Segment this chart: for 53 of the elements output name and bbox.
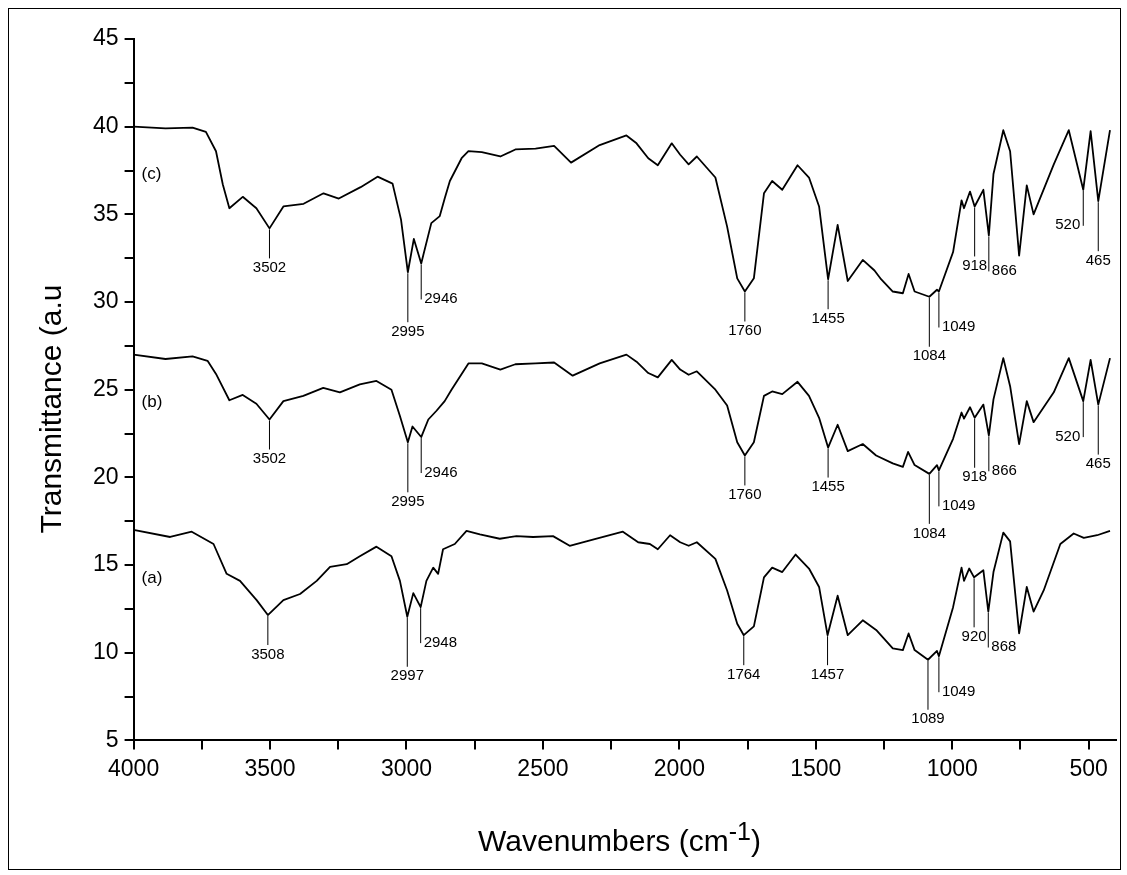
- annotation: 866: [991, 261, 1017, 279]
- y-tick-label: 40: [92, 112, 119, 139]
- x-tick-label: 3000: [380, 754, 433, 781]
- y-tick-label: 10: [92, 638, 119, 665]
- x-tick-label: 1000: [926, 754, 978, 781]
- x-axis-title: Wavenumbers (cm$^{-1}$): [477, 817, 762, 858]
- annotation: 2995: [391, 321, 425, 339]
- y-tick-label: 45: [92, 24, 119, 51]
- x-tick-label: 500: [1069, 754, 1108, 781]
- annotation: 1457: [810, 664, 845, 682]
- annotation: 1049: [941, 681, 976, 699]
- series-label: (a): [141, 567, 163, 587]
- annotation: 3502: [252, 258, 287, 276]
- annotation: 918: [962, 256, 988, 274]
- annotation: 1049: [941, 496, 976, 513]
- annotation: 1049: [941, 317, 976, 335]
- annotation: 520: [1055, 426, 1081, 444]
- annotation: 3508: [251, 644, 285, 662]
- annotation: 2946: [424, 462, 458, 480]
- x-tick-label: 2000: [653, 754, 705, 781]
- annotation: 465: [1085, 454, 1111, 472]
- annotation: 3502: [252, 449, 287, 467]
- y-axis-title: Transmittance (a.u: [34, 284, 68, 534]
- x-tick-label: 2500: [517, 754, 569, 781]
- annotation: 1764: [727, 664, 761, 682]
- y-tick-label: 15: [92, 550, 119, 577]
- annotation: 2948: [423, 632, 458, 650]
- annotation: 920: [961, 626, 987, 644]
- text: (c): [141, 164, 162, 184]
- y-tick-label: 35: [92, 199, 119, 226]
- annotation: 465: [1085, 250, 1111, 268]
- annotation: 2946: [424, 289, 458, 307]
- annotation: 1089: [911, 709, 945, 727]
- annotation: 520: [1055, 215, 1081, 233]
- y-tick-label: 30: [92, 287, 119, 314]
- y-tick-label: 20: [92, 462, 119, 489]
- annotation: 1084: [912, 523, 947, 541]
- annotation: 918: [962, 467, 988, 485]
- x-tick-label: 4000: [108, 754, 160, 781]
- y-tick-label: 25: [92, 375, 119, 402]
- annotation: 1084: [912, 346, 947, 364]
- annotation: 2995: [391, 491, 425, 509]
- annotation: 868: [991, 637, 1017, 655]
- annotation: 1760: [728, 485, 762, 503]
- annotation: 1760: [728, 321, 762, 339]
- annotation: 2997: [390, 666, 424, 684]
- y-tick-label: 5: [105, 725, 119, 752]
- x-tick-label: 3500: [244, 754, 296, 781]
- annotation: 1455: [811, 308, 845, 326]
- annotation: 1455: [811, 477, 845, 495]
- x-tick-label: 1500: [790, 754, 842, 781]
- series-label: (b): [141, 392, 163, 412]
- annotation: 866: [991, 460, 1017, 478]
